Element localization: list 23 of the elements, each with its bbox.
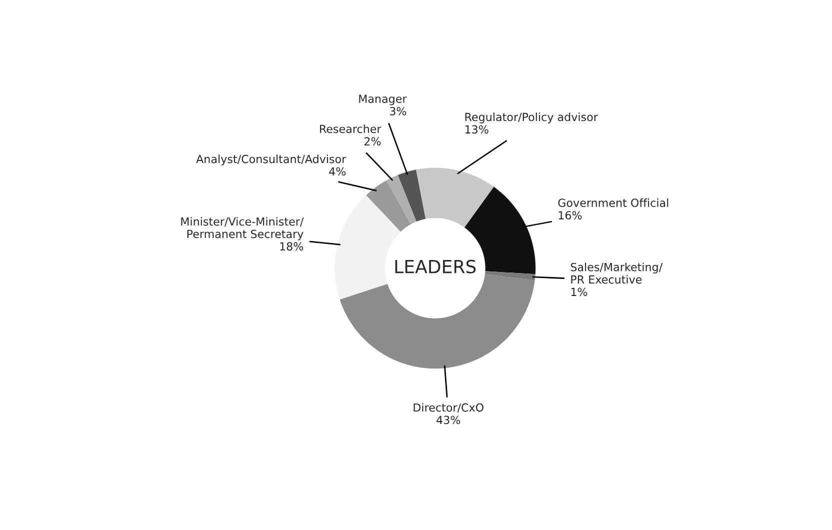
- donut-slice: [398, 170, 426, 222]
- slice-label: Regulator/Policy advisor: [465, 112, 598, 124]
- data-label: 13%: [465, 125, 488, 134]
- slice-label: Analyst/Consultant/Advisor: [196, 154, 346, 166]
- slice-label: Sales/Marketing/ PR Executive: [570, 262, 663, 284]
- slice-label: Government Official: [558, 198, 668, 208]
- slice-label: Manager: [359, 94, 407, 106]
- slice-label: Researcher: [320, 124, 382, 134]
- donut-slice: [386, 174, 416, 224]
- data-label: 4%: [329, 167, 346, 176]
- slice-label: Minister/Vice-Minister/ Permanent Secretary: [181, 217, 304, 240]
- donut-slice: [484, 271, 536, 280]
- donut-slice: [416, 168, 494, 228]
- donut-slice: [340, 274, 535, 369]
- data-label: 18%: [280, 242, 304, 251]
- data-label: 16%: [558, 211, 582, 220]
- slice-label: Director/CxO: [414, 403, 484, 413]
- donut-slice: [366, 180, 411, 232]
- text: LEADERS: [395, 260, 476, 274]
- data-label: 3%: [390, 106, 406, 116]
- data-label: 1%: [571, 288, 588, 296]
- data-label: 43%: [436, 416, 460, 424]
- data-label: 2%: [364, 137, 381, 146]
